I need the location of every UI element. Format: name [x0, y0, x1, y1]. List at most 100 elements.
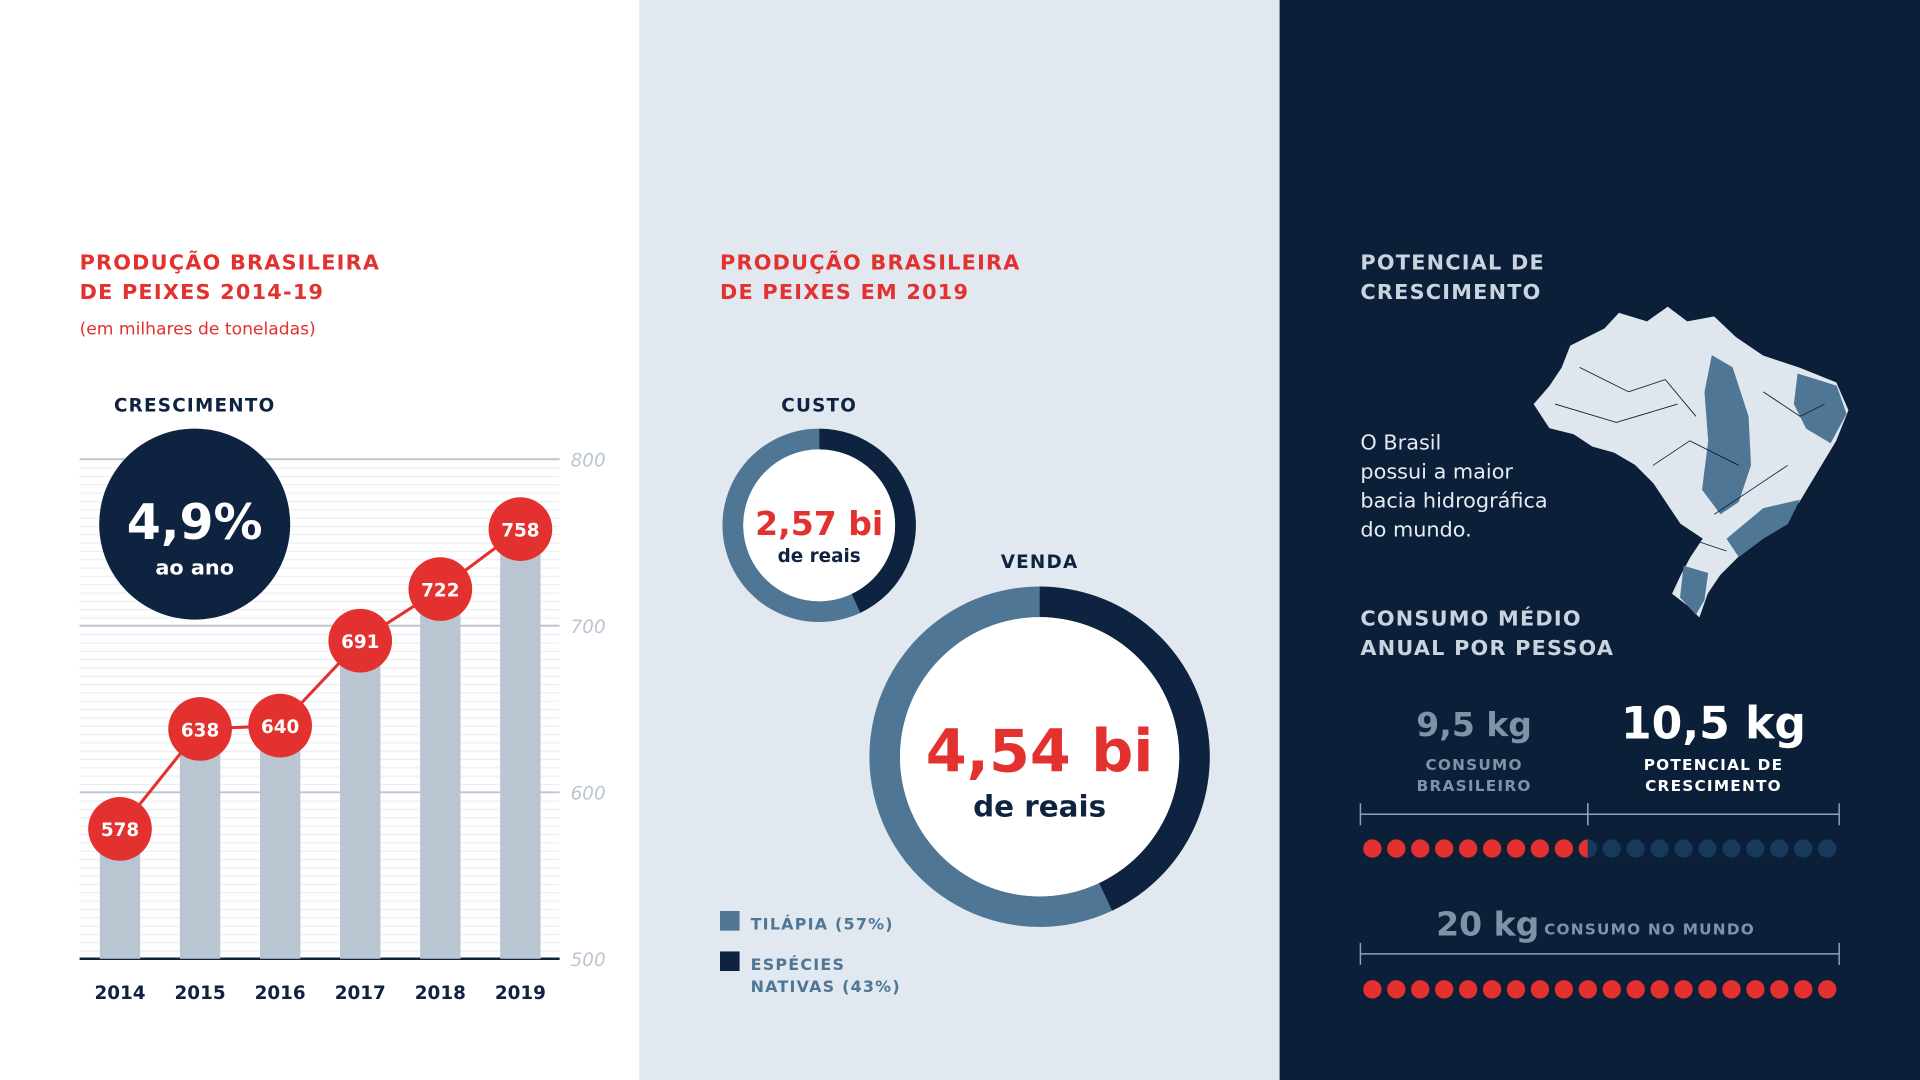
- donut-value: 4,54 bi: [926, 716, 1154, 785]
- unit-dot: [1435, 839, 1454, 858]
- annotation-circle: [99, 428, 291, 620]
- unit-dot: [1482, 839, 1502, 858]
- unit-dot: [1411, 980, 1430, 999]
- donut-segment: [869, 586, 1113, 927]
- donut-unit: de reais: [973, 790, 1106, 824]
- donut-label: CUSTO: [781, 395, 857, 416]
- unit-dot: [1387, 980, 1406, 999]
- unit-dot: [1770, 980, 1789, 999]
- value-label: 722: [421, 580, 459, 601]
- value-label: 10,5 kg: [1621, 698, 1806, 749]
- legend-swatch: [720, 911, 740, 931]
- unit-dot: [1363, 839, 1382, 858]
- bar: [500, 529, 541, 959]
- bar: [179, 728, 221, 959]
- value-dot: [328, 608, 393, 673]
- y-tick-label: 600: [571, 784, 606, 805]
- y-tick-label: 500: [571, 950, 606, 971]
- unit-dot: [1698, 980, 1717, 999]
- legend-label: TILÁPIA (57%): [751, 914, 894, 933]
- value-label: 578: [101, 820, 139, 841]
- value-dot: [168, 697, 232, 761]
- value-label: 640: [261, 717, 299, 738]
- value-dot: [408, 557, 473, 621]
- unit-dot: [1770, 839, 1789, 858]
- unit-dot: [1794, 980, 1813, 999]
- value-dot: [488, 497, 553, 561]
- value-dot: [248, 693, 312, 758]
- unit-dot: [1722, 839, 1741, 858]
- panel-right: [1279, 0, 1920, 1080]
- unit-dot: [1674, 839, 1693, 858]
- panel-text: O Brasil possui a maior bacia hidrográfica…: [1360, 430, 1547, 541]
- unit-dot: [1602, 980, 1621, 999]
- brazil-map: [1532, 305, 1850, 620]
- unit-dot: [1587, 839, 1598, 858]
- series-name: POTENCIAL DE CRESCIMENTO: [1644, 756, 1784, 795]
- unit-dot: [1387, 839, 1406, 858]
- value-dot: [88, 797, 152, 861]
- x-tick-label: 2015: [175, 983, 226, 1004]
- unit-dot: [1578, 980, 1598, 999]
- panel-title: POTENCIAL DE CRESCIMENTO: [1360, 250, 1544, 303]
- unit-dot: [1746, 980, 1765, 999]
- chart-title: PRODUÇÃO BRASILEIRA DE PEIXES 2014-19: [80, 249, 381, 303]
- total-value-label: 20 kg: [1436, 905, 1539, 944]
- donut-unit: de reais: [778, 546, 861, 567]
- bar: [340, 640, 381, 959]
- unit-dot: [1794, 839, 1813, 858]
- unit-dot: [1554, 839, 1574, 858]
- unit-dot: [1506, 980, 1526, 999]
- annotation-label: CRESCIMENTO: [114, 395, 275, 416]
- unit-dot: [1674, 980, 1693, 999]
- bar: [420, 589, 461, 959]
- donut-label: VENDA: [1001, 552, 1079, 573]
- chart-title: CONSUMO MÉDIO ANUAL POR PESSOA: [1360, 606, 1614, 660]
- unit-dot: [1435, 980, 1454, 999]
- chart-title: PRODUÇÃO BRASILEIRA DE PEIXES EM 2019: [720, 249, 1021, 303]
- unit-dot: [1506, 839, 1526, 858]
- x-tick-label: 2019: [495, 983, 546, 1004]
- unit-dot: [1650, 980, 1669, 999]
- unit-dot: [1458, 839, 1478, 858]
- unit-dot: [1411, 839, 1430, 858]
- chart-subtitle: (em milhares de toneladas): [80, 319, 316, 339]
- total-name: CONSUMO NO MUNDO: [1544, 920, 1755, 938]
- unit-dot: [1626, 980, 1645, 999]
- value-label: 638: [181, 720, 219, 741]
- unit-dot: [1698, 839, 1717, 858]
- value-label: 9,5 kg: [1416, 705, 1532, 744]
- bar: [259, 725, 301, 959]
- unit-dot: [1530, 839, 1550, 858]
- unit-dot: [1458, 980, 1478, 999]
- value-label: 758: [501, 520, 539, 541]
- unit-dot: [1722, 980, 1741, 999]
- unit-dot: [1554, 980, 1574, 999]
- annotation-value: 4,9%: [127, 494, 263, 551]
- donut-segment: [819, 428, 916, 613]
- unit-dot: [1578, 839, 1588, 858]
- series-name: CONSUMO BRASILEIRO: [1417, 756, 1532, 795]
- y-tick-label: 800: [571, 451, 606, 472]
- unit-dot: [1746, 839, 1765, 858]
- legend-swatch: [720, 951, 740, 972]
- donut-center: [900, 617, 1180, 897]
- unit-dot: [1818, 839, 1837, 858]
- x-tick-label: 2017: [335, 983, 386, 1004]
- unit-dot: [1482, 980, 1502, 999]
- legend-label: ESPÉCIES NATIVAS (43%): [751, 955, 901, 996]
- donut-center: [743, 449, 896, 602]
- donut-segment: [1039, 586, 1210, 911]
- unit-dot: [1626, 839, 1645, 858]
- x-tick-label: 2014: [94, 983, 145, 1004]
- unit-dot: [1363, 980, 1382, 999]
- x-tick-label: 2016: [255, 983, 306, 1004]
- unit-dot: [1530, 980, 1550, 999]
- unit-dot: [1818, 980, 1837, 999]
- donut-segment: [722, 428, 861, 623]
- x-tick-label: 2018: [415, 983, 466, 1004]
- y-tick-label: 700: [571, 617, 606, 638]
- unit-dot: [1650, 839, 1669, 858]
- unit-dot: [1602, 839, 1621, 858]
